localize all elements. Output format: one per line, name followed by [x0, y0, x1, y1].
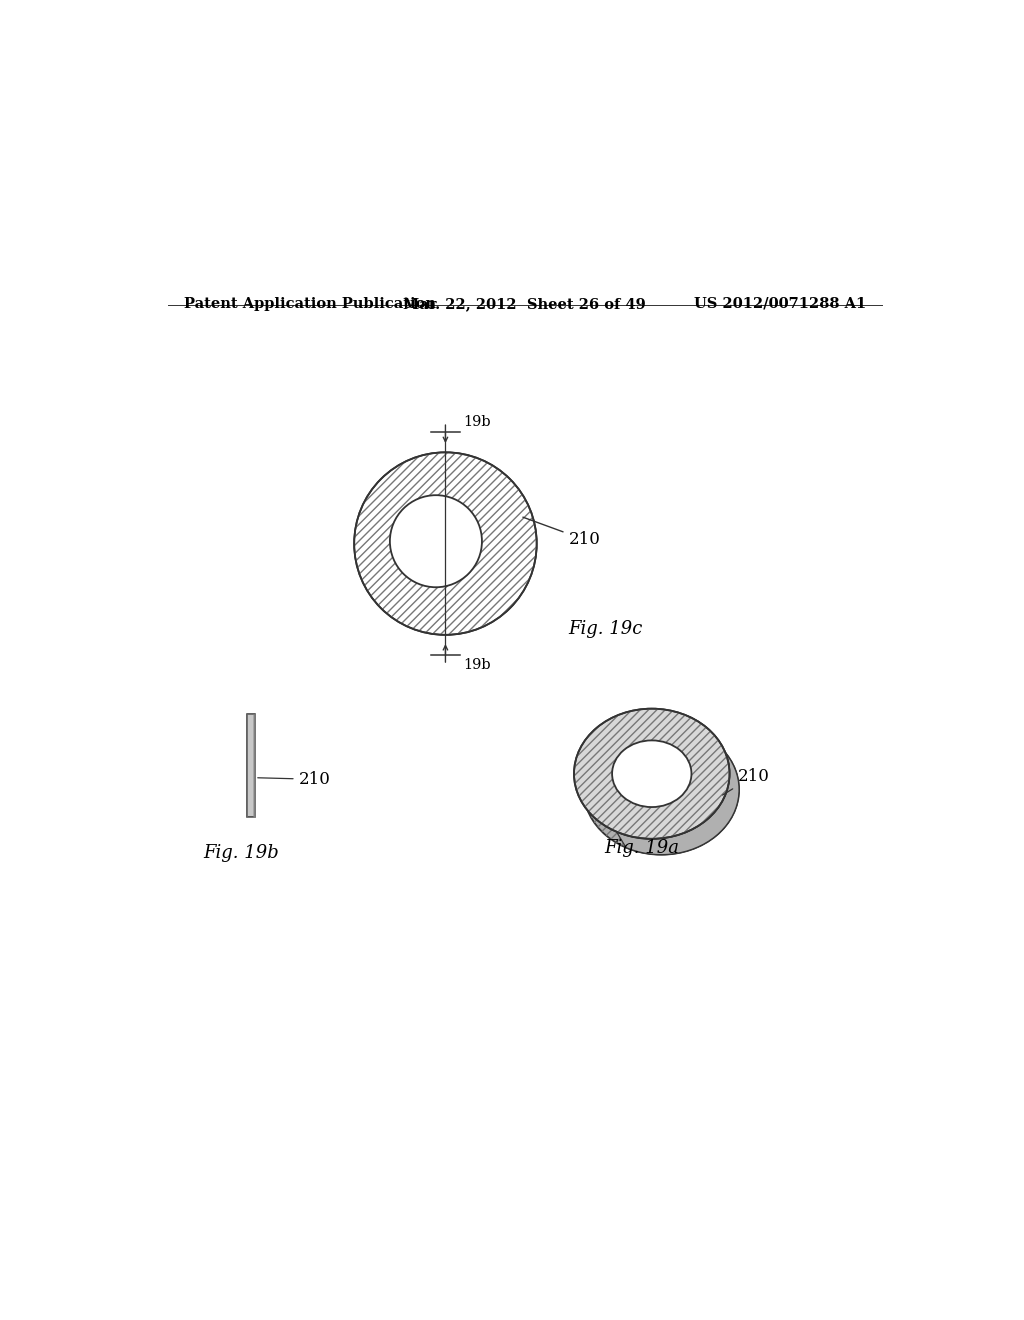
Text: Patent Application Publication: Patent Application Publication: [183, 297, 435, 310]
Text: Fig. 19a: Fig. 19a: [604, 838, 679, 857]
Text: 210: 210: [523, 517, 600, 548]
Bar: [247, 714, 255, 817]
Ellipse shape: [584, 725, 739, 854]
Text: 210: 210: [723, 768, 769, 795]
Ellipse shape: [622, 756, 701, 822]
Text: 210: 210: [258, 771, 331, 788]
Text: Fig. 19c: Fig. 19c: [568, 619, 643, 638]
Text: 19b: 19b: [463, 657, 490, 672]
Text: Fig. 19b: Fig. 19b: [204, 843, 280, 862]
Text: 19b: 19b: [463, 416, 490, 429]
Polygon shape: [616, 715, 739, 854]
Bar: [247, 714, 255, 817]
Ellipse shape: [354, 453, 537, 635]
Text: US 2012/0071288 A1: US 2012/0071288 A1: [694, 297, 866, 310]
Ellipse shape: [574, 709, 729, 838]
Text: Mar. 22, 2012  Sheet 26 of 49: Mar. 22, 2012 Sheet 26 of 49: [403, 297, 646, 310]
Ellipse shape: [612, 741, 691, 807]
Ellipse shape: [390, 495, 482, 587]
